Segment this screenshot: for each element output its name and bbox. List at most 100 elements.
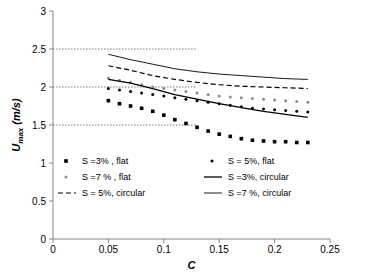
marker [107,87,110,90]
y-tick [49,201,53,202]
marker [151,110,155,114]
y-label-sub: max [16,127,25,144]
marker [65,176,68,179]
marker [173,89,176,92]
marker [228,135,232,139]
marker [295,141,299,145]
marker [273,98,276,101]
marker [211,160,214,163]
marker [240,96,243,99]
series [108,54,307,79]
marker [284,99,287,102]
marker [184,90,187,93]
legend-label: S =3%, circular [228,172,289,182]
y-label-part: (m/s) [10,98,22,128]
legend-swatch [58,192,76,193]
y-tick [49,125,53,126]
legend-label: S =7 %, circular [228,188,291,198]
marker [173,118,177,122]
chart: 00.511.522.5300.050.10.150.20.25CUmax (m… [0,0,370,273]
x-tick [219,239,220,243]
series [107,76,309,103]
series-line [108,54,307,79]
plot-area [107,54,310,144]
marker [284,140,288,144]
legend-item: S = 5%, circular [58,188,145,198]
x-tick [274,239,275,243]
marker [64,159,68,163]
y-tick [49,11,53,12]
marker [129,104,133,108]
x-tick-label: 0.1 [157,244,171,255]
legend-label: S =3% , flat [82,156,129,166]
marker [140,106,144,110]
y-tick-label: 2.5 [32,44,46,55]
marker [284,109,287,112]
marker [306,101,309,104]
marker [173,96,176,99]
marker [207,93,210,96]
reference-line [53,87,197,88]
legend-item: S =3%, circular [204,172,289,182]
marker [140,92,143,95]
y-tick [49,87,53,88]
x-tick-label: 0.15 [209,244,229,255]
marker [107,99,111,103]
marker [262,139,266,143]
marker [184,98,187,101]
legend-label: S = 5%, circular [82,188,145,198]
marker [162,113,166,117]
marker [129,90,132,93]
y-tick [49,163,53,164]
legend-label: S =7 % , flat [82,172,131,182]
marker [262,108,265,111]
y-tick-label: 1.5 [32,120,46,131]
reference-lines [53,49,197,125]
legend-item: S =3% , flat [64,156,129,166]
marker [273,140,277,144]
marker [295,100,298,103]
series [107,87,309,114]
marker [217,132,221,136]
marker [229,95,232,98]
marker [262,98,265,101]
marker [306,141,310,145]
marker [273,108,276,111]
series [108,66,307,89]
x-tick-label: 0.2 [268,244,282,255]
x-tick-label: 0.05 [99,244,119,255]
marker [162,87,165,90]
marker [240,137,244,141]
y-tick-label: 2 [40,82,46,93]
marker [184,122,188,126]
series-line [108,79,307,117]
x-axis-label: C [188,259,197,271]
y-tick-label: 1 [40,158,46,169]
marker [295,110,298,113]
marker [195,125,199,129]
marker [218,95,221,98]
marker [118,102,122,106]
legend-swatch [204,193,222,194]
x-tick-label: 0.25 [320,244,340,255]
x-tick [330,239,331,243]
marker [251,138,255,142]
reference-line [53,49,197,50]
marker [151,93,154,96]
y-tick [49,239,53,240]
series [107,99,310,144]
marker [118,89,121,92]
marker [196,92,199,95]
x-tick-label: 0 [50,244,56,255]
legend-label: S = 5%, flat [228,156,275,166]
series-line [108,66,307,89]
y-tick-label: 3 [40,6,46,17]
legend-item: S =7 %, circular [204,188,291,198]
marker [306,111,309,114]
reference-line [53,125,197,126]
x-tick [163,239,164,243]
x-tick [53,239,54,243]
series [108,79,307,117]
y-axis-label: Umax (m/s) [10,98,25,152]
legend-swatch [204,176,222,177]
